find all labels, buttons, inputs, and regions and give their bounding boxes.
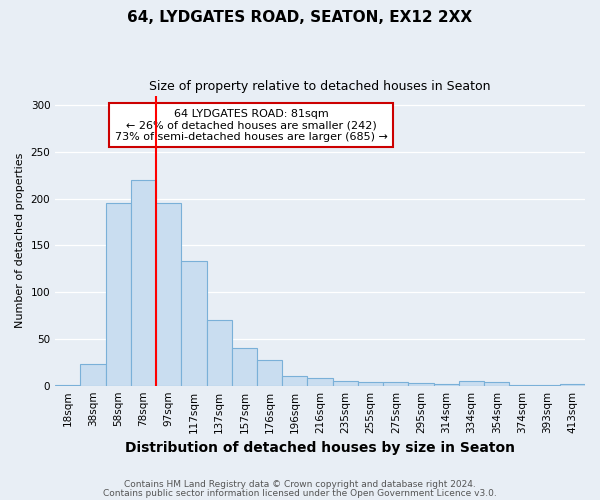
Text: Contains HM Land Registry data © Crown copyright and database right 2024.: Contains HM Land Registry data © Crown c… <box>124 480 476 489</box>
Bar <box>55 384 80 386</box>
Text: 64 LYDGATES ROAD: 81sqm
← 26% of detached houses are smaller (242)
73% of semi-d: 64 LYDGATES ROAD: 81sqm ← 26% of detache… <box>115 108 388 142</box>
Bar <box>307 378 332 386</box>
Bar <box>383 382 409 386</box>
Bar <box>535 384 560 386</box>
Bar <box>409 383 434 386</box>
Bar <box>156 203 181 386</box>
Bar <box>434 384 459 386</box>
Bar <box>80 364 106 386</box>
Bar <box>358 382 383 386</box>
Bar <box>282 376 307 386</box>
Text: Contains public sector information licensed under the Open Government Licence v3: Contains public sector information licen… <box>103 488 497 498</box>
Bar <box>232 348 257 386</box>
Bar <box>181 261 206 386</box>
Bar <box>332 381 358 386</box>
Bar <box>131 180 156 386</box>
Text: 64, LYDGATES ROAD, SEATON, EX12 2XX: 64, LYDGATES ROAD, SEATON, EX12 2XX <box>127 10 473 25</box>
Bar <box>206 320 232 386</box>
Y-axis label: Number of detached properties: Number of detached properties <box>15 153 25 328</box>
Bar <box>560 384 585 386</box>
Title: Size of property relative to detached houses in Seaton: Size of property relative to detached ho… <box>149 80 491 93</box>
Bar <box>484 382 509 386</box>
Bar <box>509 384 535 386</box>
Bar <box>257 360 282 386</box>
Bar <box>459 381 484 386</box>
X-axis label: Distribution of detached houses by size in Seaton: Distribution of detached houses by size … <box>125 441 515 455</box>
Bar <box>106 203 131 386</box>
